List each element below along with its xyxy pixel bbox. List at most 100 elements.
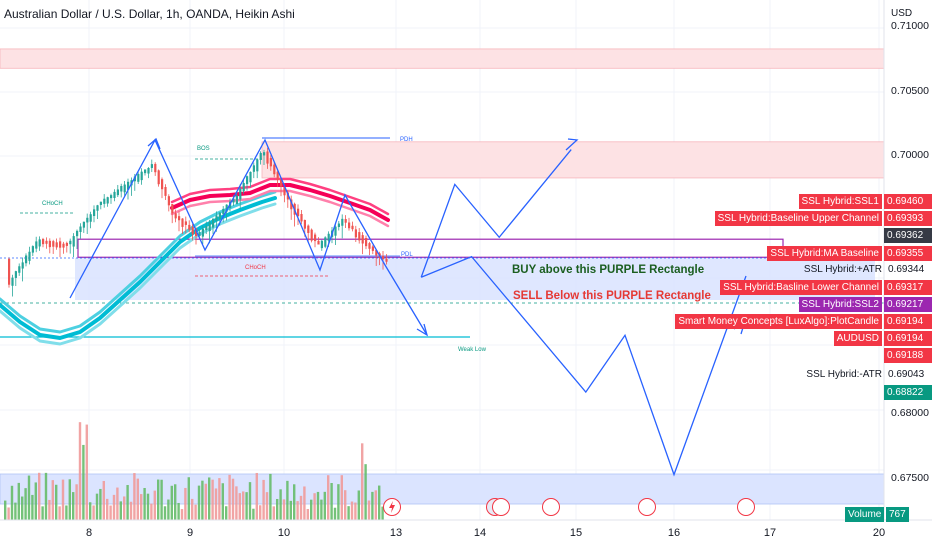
volume-bar xyxy=(262,479,265,520)
candle xyxy=(297,208,300,217)
calendar-event-icon[interactable] xyxy=(492,498,510,516)
us-flag-event-icon[interactable] xyxy=(542,498,560,516)
choch-label-mid: CHoCH xyxy=(245,265,266,271)
volume-bar xyxy=(14,502,17,520)
candle xyxy=(195,229,198,237)
candle xyxy=(62,243,65,248)
candle xyxy=(290,199,293,210)
candle xyxy=(110,195,113,199)
volume-bar xyxy=(276,498,279,520)
candle xyxy=(99,201,102,205)
volume-bar xyxy=(248,482,252,520)
volume-bar xyxy=(204,483,207,520)
x-tick-label: 14 xyxy=(473,527,487,539)
volume-bar xyxy=(218,478,221,520)
candle xyxy=(11,277,14,286)
volume-bar xyxy=(344,490,347,520)
candle xyxy=(191,226,194,235)
projection-path-bearish xyxy=(420,255,747,477)
candle xyxy=(8,258,11,285)
volume-bar xyxy=(126,485,129,520)
volume-bar xyxy=(313,493,316,520)
candle xyxy=(215,215,218,222)
price-value-badge: 0.69194 xyxy=(884,331,932,346)
volume-bar xyxy=(214,488,218,520)
volume-bar xyxy=(364,464,367,520)
candle xyxy=(286,192,289,200)
candle xyxy=(361,235,364,244)
candle xyxy=(324,237,327,247)
volume-bar xyxy=(160,479,163,520)
ssl-baseline-cyan xyxy=(0,196,277,340)
volume-bar xyxy=(245,492,248,520)
candle xyxy=(147,167,150,174)
volume-bar xyxy=(34,482,37,520)
volume-bar xyxy=(306,508,309,520)
candle xyxy=(144,169,147,174)
sell-note: SELL Below this PURPLE Rectangle xyxy=(513,290,711,302)
candle xyxy=(205,226,208,231)
volume-bar xyxy=(85,424,88,520)
us-flag-event-icon[interactable] xyxy=(638,498,656,516)
volume-bar xyxy=(367,500,371,520)
candle xyxy=(218,212,221,220)
candle xyxy=(212,218,215,228)
price-value-badge: 0.69362 xyxy=(884,228,932,243)
candle xyxy=(38,239,41,247)
candle xyxy=(242,182,245,191)
candle xyxy=(358,232,361,241)
us-flag-event-icon[interactable] xyxy=(737,498,755,516)
price-value-badge: 0.69194 xyxy=(884,314,932,329)
volume-bar xyxy=(61,479,65,520)
candle xyxy=(256,159,259,172)
candle xyxy=(348,222,351,229)
indicator-label: SSL Hybrid:SSL1 xyxy=(798,194,882,209)
volume-bar xyxy=(265,492,269,520)
candle xyxy=(76,230,79,237)
candle xyxy=(103,198,106,204)
candle xyxy=(375,249,378,256)
candle xyxy=(178,216,181,221)
indicator-label: SSL Hybrid:SSL2 xyxy=(798,297,882,312)
price-value-badge: 0.69217 xyxy=(884,297,932,312)
candle xyxy=(14,271,17,278)
price-value-badge: 0.69355 xyxy=(884,246,932,261)
price-value-badge: 0.69393 xyxy=(884,211,932,226)
candle xyxy=(273,164,276,175)
indicator-label: AUDUSD xyxy=(833,331,882,346)
volume-bar xyxy=(24,488,27,520)
weak-low-label: Weak Low xyxy=(458,347,486,353)
volume-bar xyxy=(330,483,333,520)
volume-bar xyxy=(55,484,58,520)
volume-bar xyxy=(194,504,197,520)
flash-event-icon[interactable] xyxy=(383,498,401,516)
volume-bar xyxy=(242,491,245,520)
candle xyxy=(161,179,164,190)
volume-bar xyxy=(378,485,381,520)
volume-bar xyxy=(82,444,85,520)
pdl-label: PDL xyxy=(401,252,413,258)
candle xyxy=(354,229,357,238)
candle xyxy=(337,223,340,228)
candle xyxy=(28,251,31,261)
candle xyxy=(341,218,344,226)
volume-bar xyxy=(153,490,156,520)
volume-bar xyxy=(299,495,303,520)
candle xyxy=(276,171,279,180)
indicator-label: SSL Hybrid:MA Baseline xyxy=(767,246,882,261)
candle xyxy=(154,163,157,173)
candle xyxy=(164,187,167,196)
volume-bar xyxy=(174,484,177,520)
x-tick-label: 13 xyxy=(389,527,403,539)
volume-bar xyxy=(112,494,116,520)
x-tick-label: 17 xyxy=(763,527,777,539)
candle xyxy=(246,176,249,185)
indicator-label: SSL Hybrid:Baseline Upper Channel xyxy=(714,211,882,226)
candle xyxy=(181,218,184,227)
purple-rectangle xyxy=(77,238,784,258)
candle xyxy=(21,262,24,269)
arrow-head xyxy=(565,138,579,151)
volume-bar xyxy=(170,485,173,520)
